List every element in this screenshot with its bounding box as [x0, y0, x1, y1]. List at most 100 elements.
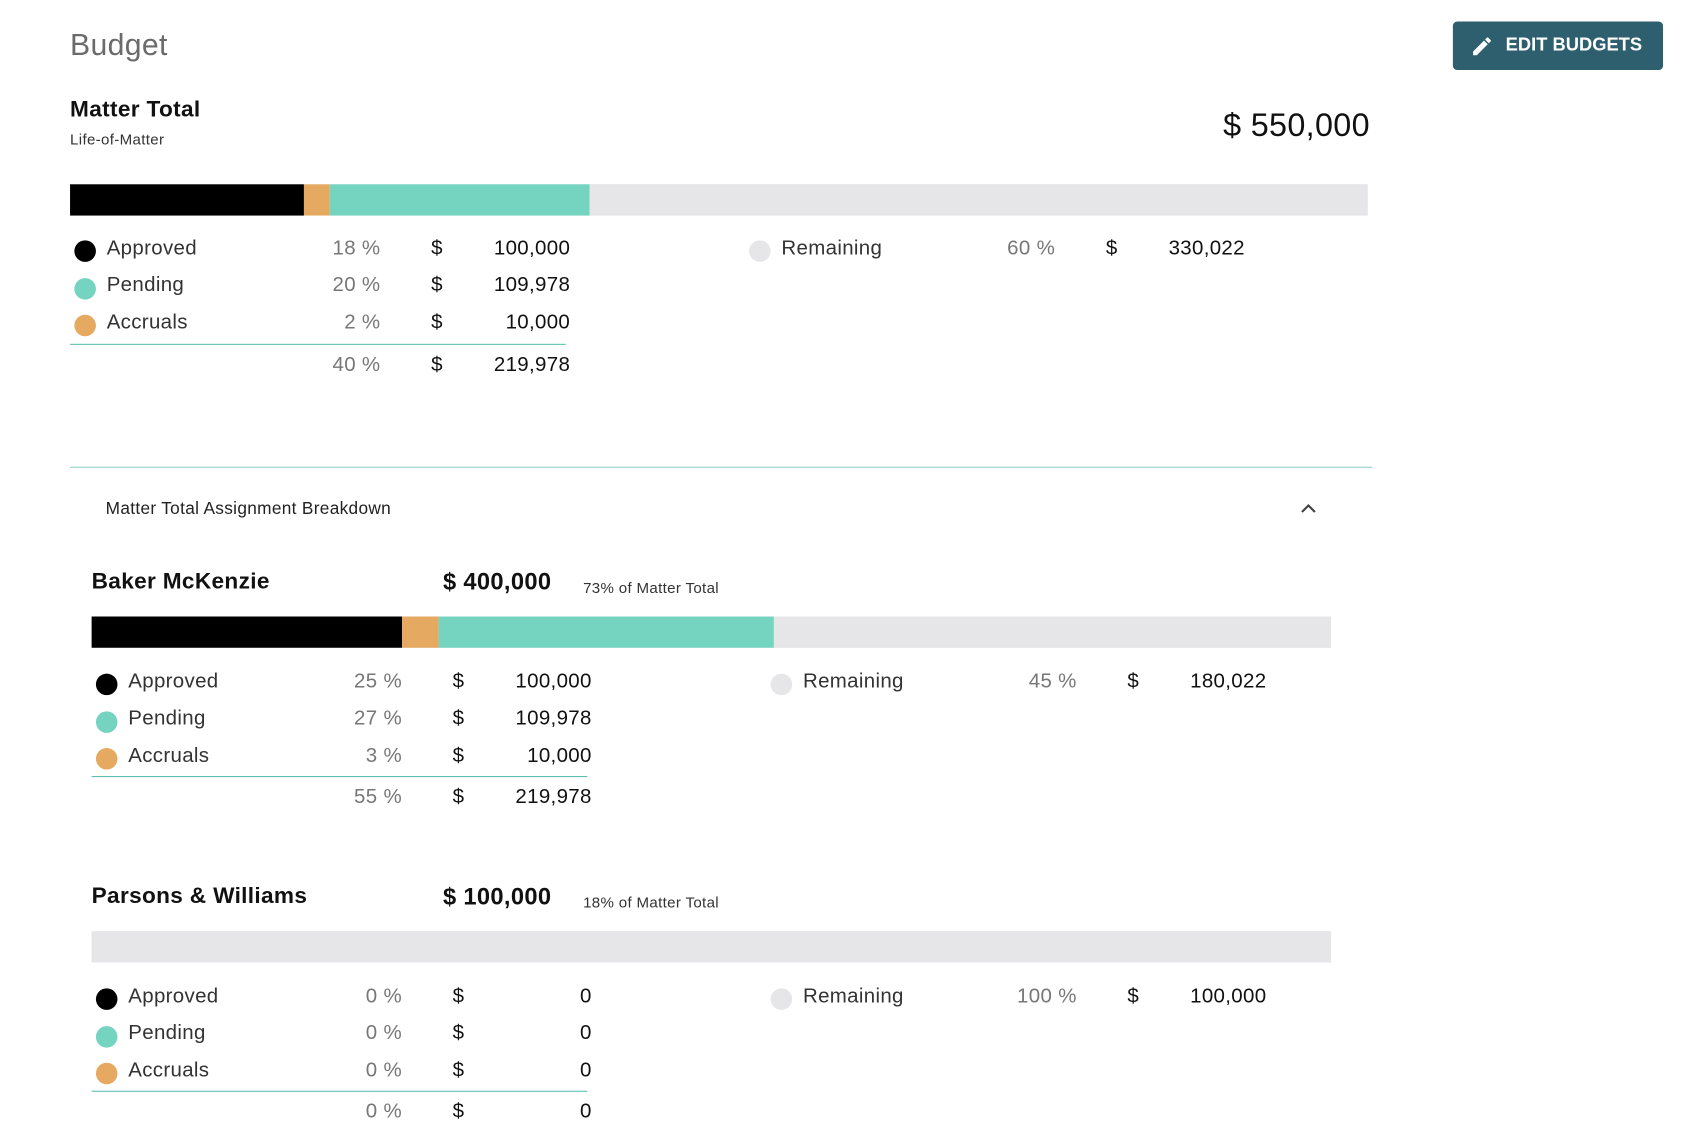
currency: $ — [452, 1021, 465, 1045]
sum-divider — [70, 343, 566, 345]
amount: 100,000 — [493, 236, 571, 260]
currency: $ — [431, 273, 443, 297]
percent: 55 % — [354, 785, 403, 809]
bar-segment — [303, 184, 330, 216]
bar-segment — [773, 616, 1332, 648]
bar-segment — [438, 616, 774, 648]
percent: 18 % — [332, 236, 381, 260]
percent: 25 % — [354, 670, 403, 693]
legend-dot — [95, 710, 118, 733]
chevron-up[interactable] — [1300, 500, 1317, 517]
legend-dot — [95, 747, 118, 770]
amount: 0 — [579, 984, 592, 1008]
legend-dot — [74, 277, 96, 300]
firm-total: $ 100,000 — [442, 882, 552, 910]
percent: 0 % — [365, 984, 403, 1008]
currency: $ — [431, 236, 443, 260]
currency: $ — [452, 744, 465, 768]
bar-segment — [91, 931, 1332, 963]
sum-divider — [91, 776, 588, 778]
currency: $ — [452, 1100, 465, 1123]
bar-segment — [70, 184, 304, 216]
legend-label: Pending — [128, 707, 206, 730]
currency: $ — [1105, 236, 1118, 260]
matter-total: $ 550,000 — [1223, 107, 1370, 144]
legend-dot — [74, 240, 96, 262]
bar-segment — [401, 616, 439, 648]
percent: 100 % — [1017, 984, 1077, 1008]
amount: 0 — [579, 1100, 592, 1123]
currency: $ — [431, 311, 443, 334]
currency: $ — [452, 1059, 465, 1082]
legend-label: Accruals — [128, 744, 210, 768]
legend-label: Remaining — [781, 236, 883, 260]
legend-label: Remaining — [802, 984, 904, 1008]
firm-total: $ 400,000 — [442, 567, 552, 595]
pencil-icon — [1473, 37, 1491, 56]
amount: 180,022 — [1190, 670, 1267, 693]
currency: $ — [452, 707, 465, 730]
bar-segment — [589, 184, 1368, 216]
percent: 27 % — [354, 707, 403, 730]
currency: $ — [1127, 984, 1140, 1008]
collapse-toggle[interactable] — [1300, 500, 1317, 517]
bar-segment — [91, 616, 402, 648]
legend-label: Accruals — [128, 1059, 210, 1082]
amount: 109,978 — [493, 273, 571, 297]
firm-share: 18% of Matter Total — [583, 893, 719, 911]
currency: $ — [452, 984, 465, 1008]
legend-dot — [95, 988, 118, 1010]
breakdown-title: Matter Total Assignment Breakdown — [105, 499, 392, 519]
percent: 40 % — [332, 353, 381, 376]
amount: 100,000 — [515, 670, 592, 693]
legend-dot — [770, 673, 793, 696]
percent: 2 % — [344, 311, 381, 334]
percent: 60 % — [1007, 236, 1056, 260]
percent: 0 % — [365, 1021, 403, 1045]
legend-dot — [749, 240, 771, 262]
currency: $ — [452, 785, 465, 809]
legend-label: Accruals — [106, 311, 188, 334]
amount: 219,978 — [493, 353, 571, 376]
percent: 0 % — [365, 1059, 403, 1082]
legend-dot — [95, 1062, 118, 1085]
edit-budgets-button[interactable]: EDIT BUDGETS — [1452, 21, 1664, 71]
amount: 109,978 — [515, 707, 592, 730]
percent: 0 % — [365, 1100, 403, 1123]
legend-label: Approved — [128, 984, 219, 1008]
legend-label: Approved — [106, 236, 197, 260]
firm-name: Parsons & Williams — [91, 884, 308, 909]
matter-subtitle: Life-of-Matter — [70, 130, 165, 148]
amount: 0 — [579, 1059, 592, 1082]
legend-dot — [74, 314, 96, 337]
legend-dot — [770, 988, 793, 1010]
firm-share: 73% of Matter Total — [583, 578, 719, 597]
amount: 0 — [579, 1021, 592, 1045]
matter-title: Matter Total — [70, 97, 201, 123]
amount: 10,000 — [527, 744, 592, 768]
legend-dot — [95, 673, 118, 696]
currency: $ — [431, 353, 443, 376]
currency: $ — [1127, 670, 1140, 693]
amount: 330,022 — [1168, 236, 1245, 260]
currency: $ — [452, 670, 465, 693]
section-divider — [70, 466, 1373, 468]
button-label[interactable]: EDIT BUDGETS — [1505, 34, 1643, 55]
legend-label: Pending — [106, 273, 185, 297]
sum-divider — [91, 1090, 588, 1092]
bar-segment — [329, 184, 590, 216]
percent: 20 % — [332, 273, 381, 297]
percent: 3 % — [365, 744, 403, 768]
firm-name: Baker McKenzie — [91, 569, 270, 595]
legend-label: Approved — [128, 670, 219, 693]
amount: 219,978 — [515, 785, 592, 809]
page-title: Budget — [70, 28, 168, 62]
legend-dot — [95, 1025, 118, 1048]
legend-label: Remaining — [802, 670, 904, 693]
percent: 45 % — [1028, 670, 1077, 693]
amount: 100,000 — [1190, 984, 1267, 1008]
amount: 10,000 — [505, 311, 571, 334]
legend-label: Pending — [128, 1021, 206, 1045]
